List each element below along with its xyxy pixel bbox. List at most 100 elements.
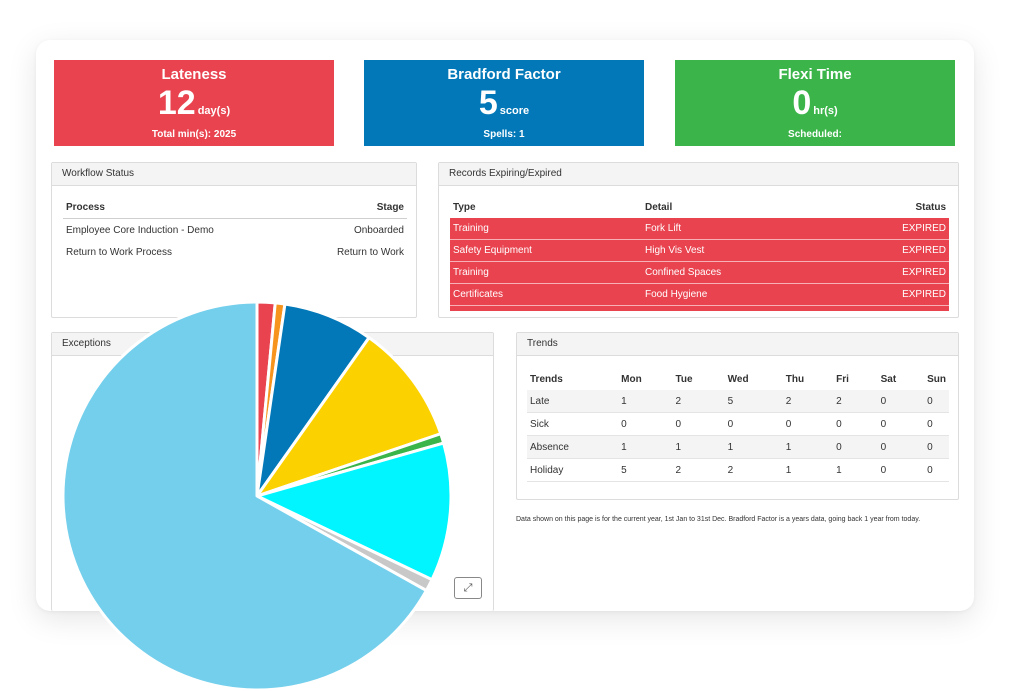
records-scroll-strip xyxy=(450,306,949,311)
trend-label: Holiday xyxy=(530,464,564,476)
flexi-unit: hr(s) xyxy=(813,105,838,117)
table-row[interactable]: Certificates Food Hygiene EXPIRED xyxy=(450,283,949,306)
trends-header: Sat xyxy=(880,373,897,385)
flexi-sub: Scheduled: xyxy=(788,129,842,140)
flexi-value: 0 xyxy=(792,84,812,122)
workflow-header-stage: Stage xyxy=(376,201,404,213)
pie-slice-5[interactable] xyxy=(255,441,453,582)
trend-value: 1 xyxy=(727,441,734,453)
trend-value: 2 xyxy=(675,464,682,476)
trend-label: Absence xyxy=(530,441,569,453)
trend-value: 1 xyxy=(836,464,842,476)
bradford-value: 5 xyxy=(478,84,498,122)
trends-header: Wed xyxy=(727,373,749,385)
trend-value: 0 xyxy=(880,464,887,476)
trend-value: 0 xyxy=(927,418,933,430)
trend-value: 2 xyxy=(785,395,792,407)
bradford-sub: Spells: 1 xyxy=(483,129,525,140)
record-type: Safety Equipment xyxy=(453,245,532,256)
workflow-panel: Workflow Status Process Stage Employee C… xyxy=(51,162,417,318)
lateness-value: 12 xyxy=(157,84,196,122)
trend-value: 0 xyxy=(836,418,842,430)
record-type: Training xyxy=(453,223,489,234)
record-status: EXPIRED xyxy=(902,223,946,234)
expand-icon[interactable]: ⤢ xyxy=(454,577,482,599)
records-table: Type Detail Status Training Fork Lift EX… xyxy=(450,196,949,306)
trends-header: Mon xyxy=(621,373,642,385)
trend-value: 0 xyxy=(785,418,792,430)
table-row[interactable]: Holiday 5 2 2 1 1 0 0 xyxy=(527,459,949,482)
trend-value: 0 xyxy=(880,418,887,430)
records-title: Records Expiring/Expired xyxy=(439,163,958,186)
bradford-unit: score xyxy=(499,105,530,117)
trends-header: Sun xyxy=(927,373,946,385)
trend-value: 2 xyxy=(675,395,682,407)
table-row[interactable]: Employee Core Induction - Demo Onboarded xyxy=(63,219,407,242)
records-header-type: Type xyxy=(453,201,476,213)
exceptions-pie-chart xyxy=(61,300,453,691)
table-row[interactable]: Training Fork Lift EXPIRED xyxy=(450,218,949,240)
table-row[interactable]: Safety Equipment High Vis Vest EXPIRED xyxy=(450,239,949,262)
table-row[interactable]: Return to Work Process Return to Work xyxy=(63,241,407,263)
trend-value: 0 xyxy=(675,418,682,430)
bradford-title: Bradford Factor xyxy=(447,66,561,83)
trend-label: Late xyxy=(530,395,550,407)
trend-value: 2 xyxy=(727,464,734,476)
workflow-stage: Onboarded xyxy=(353,224,404,236)
record-detail: High Vis Vest xyxy=(645,245,705,256)
record-type: Certificates xyxy=(453,289,504,300)
record-status: EXPIRED xyxy=(902,267,946,278)
record-detail: Fork Lift xyxy=(645,223,682,234)
lateness-unit: day(s) xyxy=(197,105,231,117)
trend-value: 0 xyxy=(880,441,887,453)
record-status: EXPIRED xyxy=(902,245,946,256)
workflow-stage: Return to Work xyxy=(336,246,404,258)
trend-label: Sick xyxy=(530,418,549,430)
trend-value: 5 xyxy=(621,464,627,476)
records-header-detail: Detail xyxy=(645,201,673,213)
table-row[interactable]: Sick 0 0 0 0 0 0 0 xyxy=(527,413,949,436)
pie-slice-7[interactable] xyxy=(61,300,428,691)
trend-value: 1 xyxy=(785,441,792,453)
records-panel: Records Expiring/Expired Type Detail Sta… xyxy=(438,162,959,318)
bradford-tile[interactable]: Bradford Factor 5 score Spells: 1 xyxy=(364,60,644,146)
trends-title: Trends xyxy=(517,333,958,356)
trend-value: 0 xyxy=(927,464,933,476)
trend-value: 0 xyxy=(836,441,842,453)
trends-panel: Trends Trends Mon Tue Wed Thu Fri Sat Su… xyxy=(516,332,959,500)
record-detail: Food Hygiene xyxy=(645,289,708,300)
record-status: EXPIRED xyxy=(902,289,946,300)
lateness-tile[interactable]: Lateness 12 day(s) Total min(s): 2025 xyxy=(54,60,334,146)
workflow-title: Workflow Status xyxy=(52,163,416,186)
trend-value: 0 xyxy=(927,441,933,453)
flexi-title: Flexi Time xyxy=(778,66,852,83)
workflow-header-process: Process xyxy=(66,201,105,213)
pie-slice-3[interactable] xyxy=(255,336,443,498)
lateness-sub: Total min(s): 2025 xyxy=(151,129,237,140)
table-row[interactable]: Training Confined Spaces EXPIRED xyxy=(450,261,949,284)
trend-value: 5 xyxy=(727,395,734,407)
trends-table: Trends Mon Tue Wed Thu Fri Sat Sun Late … xyxy=(527,368,949,482)
trend-value: 0 xyxy=(727,418,734,430)
data-note: Data shown on this page is for the curre… xyxy=(516,516,921,523)
trends-header: Tue xyxy=(675,373,693,385)
record-detail: Confined Spaces xyxy=(645,267,722,278)
trend-value: 1 xyxy=(675,441,682,453)
workflow-process: Return to Work Process xyxy=(66,246,172,258)
trend-value: 0 xyxy=(880,395,887,407)
trend-value: 2 xyxy=(836,395,842,407)
trends-header: Fri xyxy=(836,373,849,385)
record-type: Training xyxy=(453,267,489,278)
table-row[interactable]: Late 1 2 5 2 2 0 0 xyxy=(527,390,949,413)
trend-value: 1 xyxy=(785,464,792,476)
trend-value: 1 xyxy=(621,441,627,453)
flexi-tile[interactable]: Flexi Time 0 hr(s) Scheduled: xyxy=(675,60,955,146)
trend-value: 1 xyxy=(621,395,627,407)
table-row[interactable]: Absence 1 1 1 1 0 0 0 xyxy=(527,435,949,459)
lateness-title: Lateness xyxy=(161,66,227,83)
trends-header: Thu xyxy=(785,373,805,385)
trend-value: 0 xyxy=(621,418,627,430)
workflow-process: Employee Core Induction - Demo xyxy=(66,224,214,236)
trends-header: Trends xyxy=(530,373,563,385)
trend-value: 0 xyxy=(927,395,933,407)
